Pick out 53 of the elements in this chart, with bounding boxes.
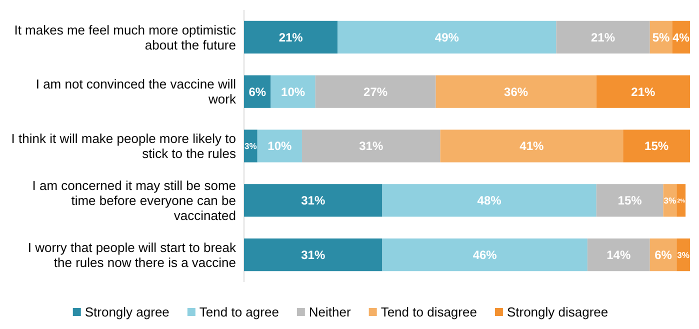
bar bbox=[596, 184, 664, 217]
bar bbox=[257, 130, 302, 162]
data-label: 49% bbox=[434, 30, 460, 44]
bar bbox=[244, 20, 338, 54]
bar bbox=[382, 238, 588, 272]
data-label: 3% bbox=[244, 141, 258, 151]
bar bbox=[244, 130, 258, 162]
data-label: 46% bbox=[472, 248, 498, 262]
data-label: 15% bbox=[644, 139, 669, 154]
data-label: 3% bbox=[677, 250, 690, 260]
bar bbox=[244, 184, 382, 217]
bar bbox=[436, 75, 596, 108]
data-label: 4% bbox=[672, 31, 690, 44]
data-label: 14% bbox=[606, 248, 631, 262]
bar bbox=[623, 130, 690, 162]
data-label: 48% bbox=[477, 194, 502, 208]
bar bbox=[338, 20, 556, 54]
data-label: 10% bbox=[281, 84, 306, 99]
legend-label: Tend to disagree bbox=[380, 304, 477, 320]
bar bbox=[587, 238, 650, 272]
data-label: 5% bbox=[652, 30, 670, 44]
data-label: 21% bbox=[278, 30, 304, 44]
legend-label: Tend to agree bbox=[199, 304, 279, 320]
bar bbox=[596, 75, 690, 108]
data-label: 21% bbox=[591, 30, 616, 44]
y-tick-label: I worry that people will start to break the rules now there is a vaccine bbox=[28, 240, 236, 270]
bar bbox=[315, 75, 436, 108]
legend-label: Neither bbox=[308, 304, 352, 320]
data-label: 21% bbox=[631, 84, 656, 99]
data-label: 15% bbox=[618, 194, 642, 208]
y-tick-label: It makes me feel much more optimistic about the future bbox=[14, 22, 236, 52]
bar bbox=[676, 184, 686, 217]
bar bbox=[302, 130, 440, 162]
y-tick-label: I think it will make people more likely to stick to the rules bbox=[11, 131, 236, 162]
legend-label: Strongly agree bbox=[84, 304, 170, 320]
data-label: 31% bbox=[301, 194, 326, 208]
data-label: 31% bbox=[301, 248, 326, 262]
data-label: 27% bbox=[364, 84, 388, 99]
data-label: 6% bbox=[654, 248, 672, 262]
bar bbox=[244, 238, 382, 272]
bar bbox=[382, 184, 596, 217]
bar bbox=[440, 130, 624, 162]
legend-label: Strongly disagree bbox=[506, 304, 608, 320]
data-label: 36% bbox=[504, 84, 528, 99]
y-tick-label: I am concerned it may still be some time before everyone can be vaccinated bbox=[32, 178, 236, 223]
bar bbox=[556, 20, 650, 54]
data-label: 10% bbox=[268, 139, 292, 154]
data-label: 41% bbox=[520, 139, 544, 154]
y-tick-label: I am not convinced the vaccine will work bbox=[36, 76, 236, 107]
data-label: 3% bbox=[664, 195, 677, 206]
data-label: 6% bbox=[248, 84, 266, 99]
bar bbox=[270, 75, 316, 108]
data-label: 31% bbox=[359, 139, 384, 154]
